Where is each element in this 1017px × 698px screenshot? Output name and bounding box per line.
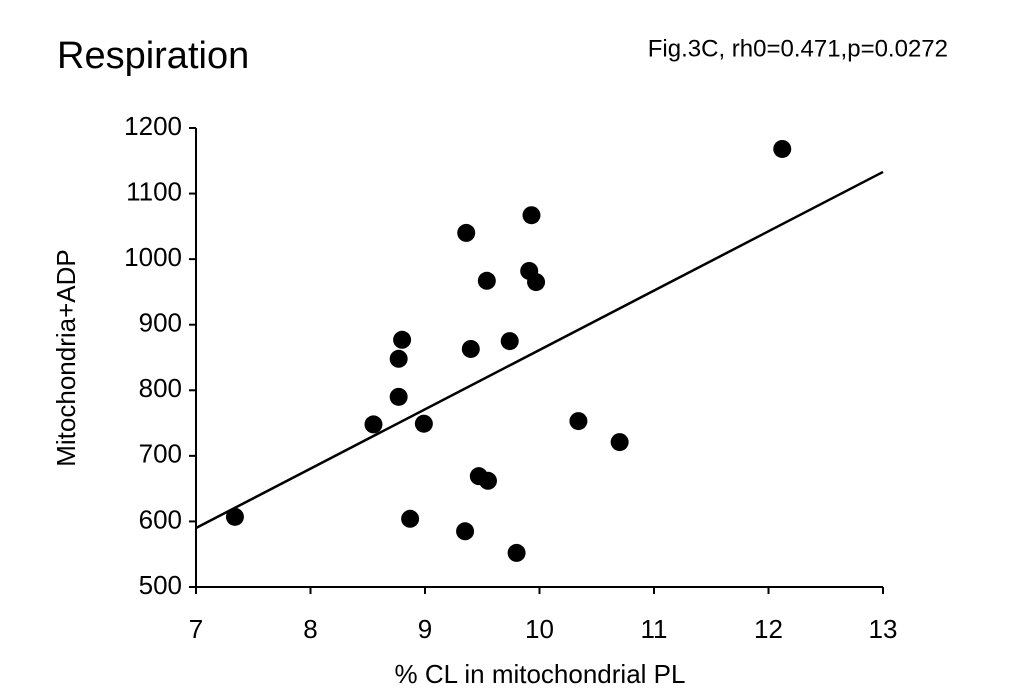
- point: [393, 330, 412, 349]
- point: [401, 509, 420, 528]
- point: [225, 507, 244, 526]
- x-tick-label: 10: [525, 614, 554, 644]
- y-tick-label: 800: [139, 373, 182, 403]
- x-axis-label: % CL in mitochondrial PL: [395, 659, 686, 689]
- x-tick-label: 7: [189, 614, 203, 644]
- x-tick-label: 9: [418, 614, 432, 644]
- point: [507, 543, 526, 562]
- point: [569, 412, 588, 431]
- y-tick-label: 900: [139, 308, 182, 338]
- point: [456, 522, 475, 541]
- x-tick-label: 8: [303, 614, 317, 644]
- x-tick-label: 13: [869, 614, 898, 644]
- x-tick-label: 12: [754, 614, 783, 644]
- point: [610, 433, 629, 452]
- point: [773, 139, 792, 158]
- point: [364, 415, 383, 434]
- point: [500, 332, 519, 351]
- point: [457, 223, 476, 242]
- y-tick-label: 1200: [124, 111, 182, 141]
- y-tick-label: 600: [139, 504, 182, 534]
- point: [477, 271, 496, 290]
- point: [389, 387, 408, 406]
- point: [478, 471, 497, 490]
- annotation: Fig.3C, rh0=0.471,p=0.0272: [648, 35, 948, 62]
- y-tick-label: 1100: [126, 176, 182, 206]
- y-tick-label: 500: [139, 570, 182, 600]
- y-tick-label: 1000: [124, 242, 182, 272]
- chart-title: Respiration: [57, 35, 249, 77]
- point: [461, 339, 480, 358]
- point: [527, 273, 546, 292]
- x-tick-label: 11: [641, 614, 668, 644]
- y-axis-label: Mitochondria+ADP: [51, 249, 81, 467]
- point: [389, 349, 408, 368]
- point: [522, 206, 541, 225]
- fit-line: [195, 170, 884, 530]
- point: [414, 414, 433, 433]
- y-tick-label: 700: [139, 439, 182, 469]
